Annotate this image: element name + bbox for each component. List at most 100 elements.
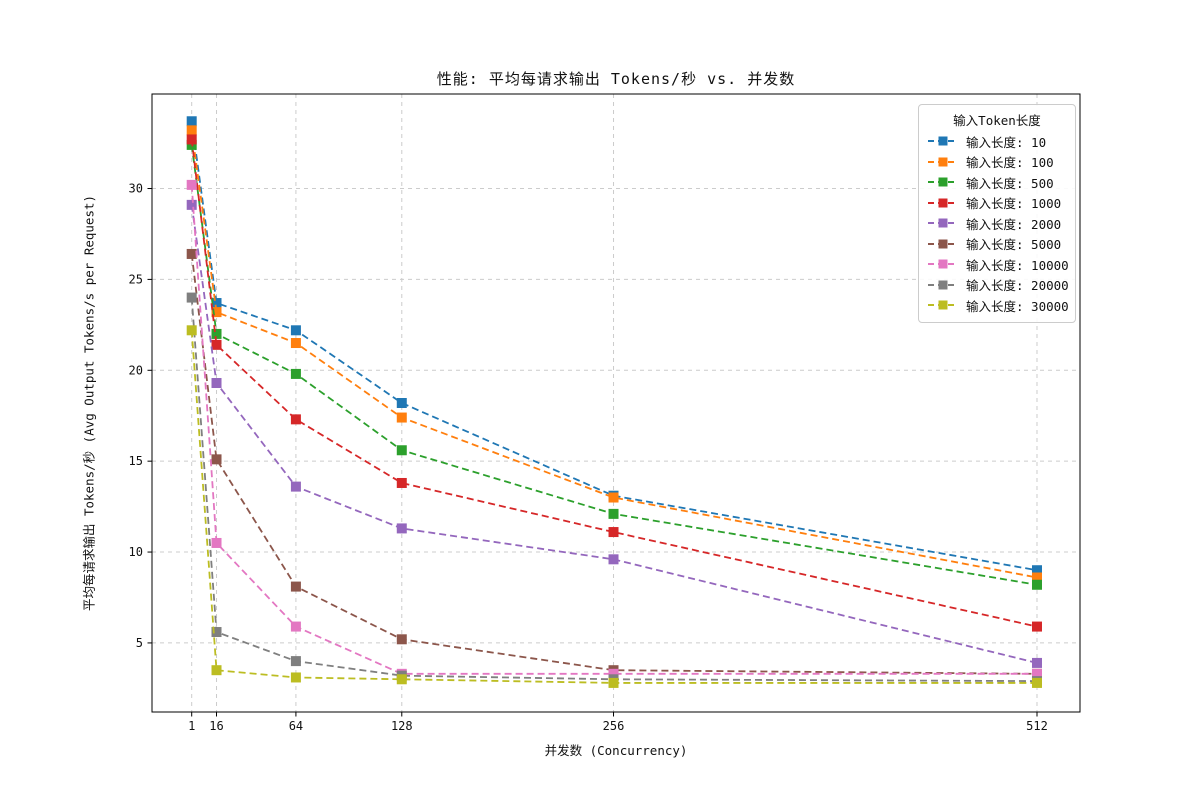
y-tick-label: 25 [129,272,143,286]
legend-item: 输入长度: 10 [927,131,1067,152]
data-point-series-3 [396,477,407,488]
data-point-series-3 [211,339,222,350]
legend-label: 输入长度: 10 [966,134,1047,150]
data-point-series-4 [396,523,407,534]
y-tick-label: 20 [129,363,143,377]
data-point-series-6 [1031,668,1042,679]
y-tick-label: 5 [136,636,143,650]
data-point-series-1 [186,125,197,136]
legend-marker-icon [938,280,948,290]
data-point-series-5 [290,581,301,592]
legend-label: 输入长度: 1000 [966,196,1062,212]
legend-item: 输入长度: 10000 [927,254,1069,275]
legend-title: 输入Token长度 [953,113,1041,128]
data-point-series-8 [608,677,619,688]
data-point-series-2 [290,368,301,379]
legend-marker-icon [938,300,948,310]
y-tick-label: 10 [129,545,143,559]
series-line-5 [190,253,1037,675]
x-tick-label: 512 [1026,719,1048,733]
series-line-1 [190,130,1038,579]
data-point-series-0 [290,325,301,336]
chart-title: 性能: 平均每请求输出 Tokens/秒 vs. 并发数 [436,70,796,88]
data-point-series-2 [608,508,619,519]
data-point-series-8 [211,665,222,676]
legend-dashed-square-icon [928,136,958,146]
data-point-series-4 [1031,657,1042,668]
legend-label: 输入长度: 100 [966,155,1054,171]
legend-dashed-square-icon [928,300,958,310]
legend-marker-icon [938,177,948,187]
legend-item: 输入长度: 5000 [927,234,1067,255]
legend-marker-icon [938,136,948,146]
data-point-series-7 [211,627,222,638]
x-tick-label: 256 [603,719,625,733]
data-point-series-2 [1031,579,1042,590]
legend-marker-icon [938,259,948,269]
data-point-series-2 [211,328,222,339]
data-point-series-4 [290,481,301,492]
legend-marker-icon [938,198,948,208]
legend-marker-icon [938,157,948,167]
x-tick-label: 128 [391,719,413,733]
data-point-series-8 [1031,677,1042,688]
data-point-series-6 [186,179,197,190]
y-axis-label: 平均每请求输出 Tokens/秒 (Avg Output Tokens/s pe… [81,194,97,612]
plot-frame [151,93,1081,713]
legend-item: 输入长度: 20000 [927,275,1069,296]
data-point-series-5 [186,248,197,259]
data-point-series-6 [211,537,222,548]
legend-dashed-square-icon [928,280,958,290]
legend-dashed-square-icon [928,218,958,228]
legend-item: 输入长度: 1000 [927,193,1067,214]
series-line-2 [190,144,1038,586]
data-point-series-8 [290,672,301,683]
series-line-3 [190,139,1038,628]
x-tick-label: 1 [188,719,195,733]
legend-label: 输入长度: 10000 [966,257,1069,273]
y-tick-label: 30 [129,182,143,196]
legend-label: 输入长度: 2000 [966,216,1062,232]
x-tick-label: 16 [209,719,223,733]
data-point-series-8 [396,674,407,685]
legend-item: 输入长度: 500 [927,172,1067,193]
data-point-series-5 [396,634,407,645]
legend-dashed-square-icon [928,198,958,208]
legend-label: 输入长度: 500 [966,175,1054,191]
data-point-series-2 [396,445,407,456]
data-point-series-0 [1031,565,1042,576]
series-line-0 [190,121,1038,572]
data-point-series-3 [608,527,619,538]
legend-item: 输入长度: 100 [927,152,1067,173]
series-line-7 [190,297,1037,682]
legend-label: 输入长度: 5000 [966,237,1062,253]
x-tick-label: 64 [289,719,303,733]
series-line-4 [190,204,1038,664]
data-point-series-3 [290,414,301,425]
y-tick-label: 15 [129,454,143,468]
data-point-series-7 [186,292,197,303]
data-point-series-4 [211,378,222,389]
legend-dashed-square-icon [928,259,958,269]
legend-marker-icon [938,239,948,249]
x-axis-label: 并发数 (Concurrency) [544,743,688,758]
legend-marker-icon [938,218,948,228]
data-point-series-4 [186,199,197,210]
legend-item: 输入长度: 30000 [927,295,1069,316]
legend: 输入Token长度 输入长度: 10 输入长度: 100 输入长度: 500 输入长度… [918,104,1076,323]
legend-label: 输入长度: 20000 [966,278,1069,294]
legend-item: 输入长度: 2000 [927,213,1067,234]
data-point-series-1 [608,492,619,503]
data-point-series-8 [186,325,197,336]
data-point-series-3 [186,134,197,145]
data-point-series-0 [186,116,197,127]
data-point-series-1 [1031,572,1042,583]
series-line-6 [190,184,1037,675]
data-point-series-6 [608,668,619,679]
legend-dashed-square-icon [928,239,958,249]
data-point-series-6 [290,621,301,632]
data-point-series-4 [608,554,619,565]
data-point-series-7 [290,656,301,667]
